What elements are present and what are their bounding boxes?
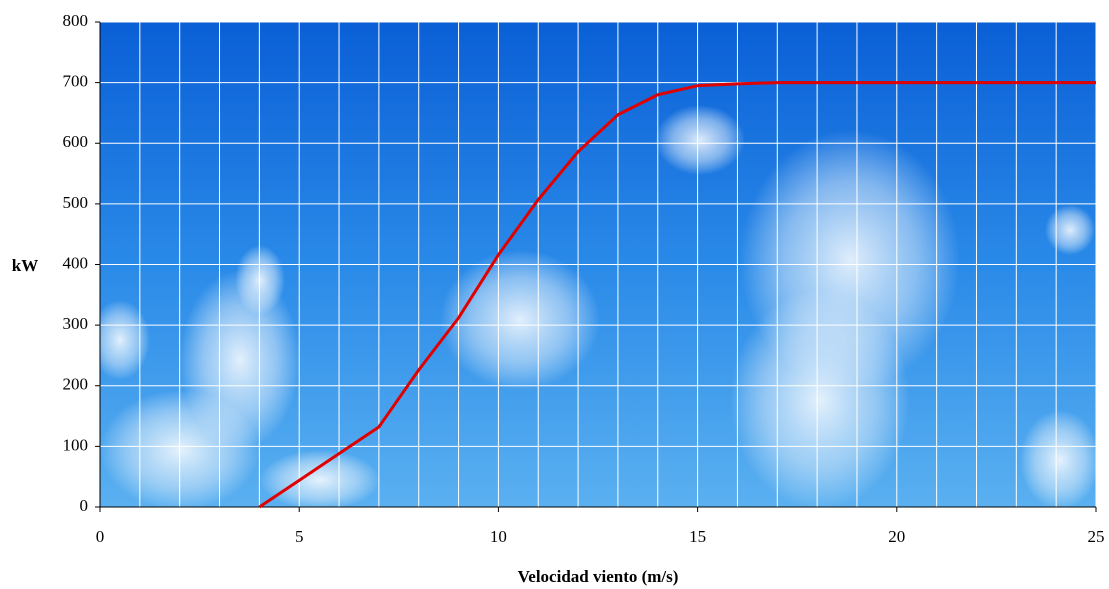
y-tick-label: 700 <box>63 72 89 91</box>
x-tick-label: 20 <box>888 527 905 546</box>
x-tick-label: 15 <box>689 527 706 546</box>
line <box>258 81 1096 509</box>
x-tick-label: 5 <box>295 527 304 546</box>
y-tick-label: 400 <box>63 253 89 272</box>
x-tick-label: 0 <box>96 527 105 546</box>
y-tick-label: 300 <box>63 314 89 333</box>
y-tick-label: 500 <box>63 193 89 212</box>
y-tick-label: 100 <box>63 435 89 454</box>
plot-background <box>90 22 1100 510</box>
y-axis-label: kW <box>12 256 38 275</box>
y-tick-label: 800 <box>63 11 89 30</box>
y-tick-label: 0 <box>80 496 89 515</box>
y-tick-label: 600 <box>63 132 89 151</box>
x-tick-label: 25 <box>1088 527 1105 546</box>
y-tick-label: 200 <box>63 375 89 394</box>
x-axis-label: Velocidad viento (m/s) <box>518 567 679 586</box>
x-tick-label: 10 <box>490 527 507 546</box>
